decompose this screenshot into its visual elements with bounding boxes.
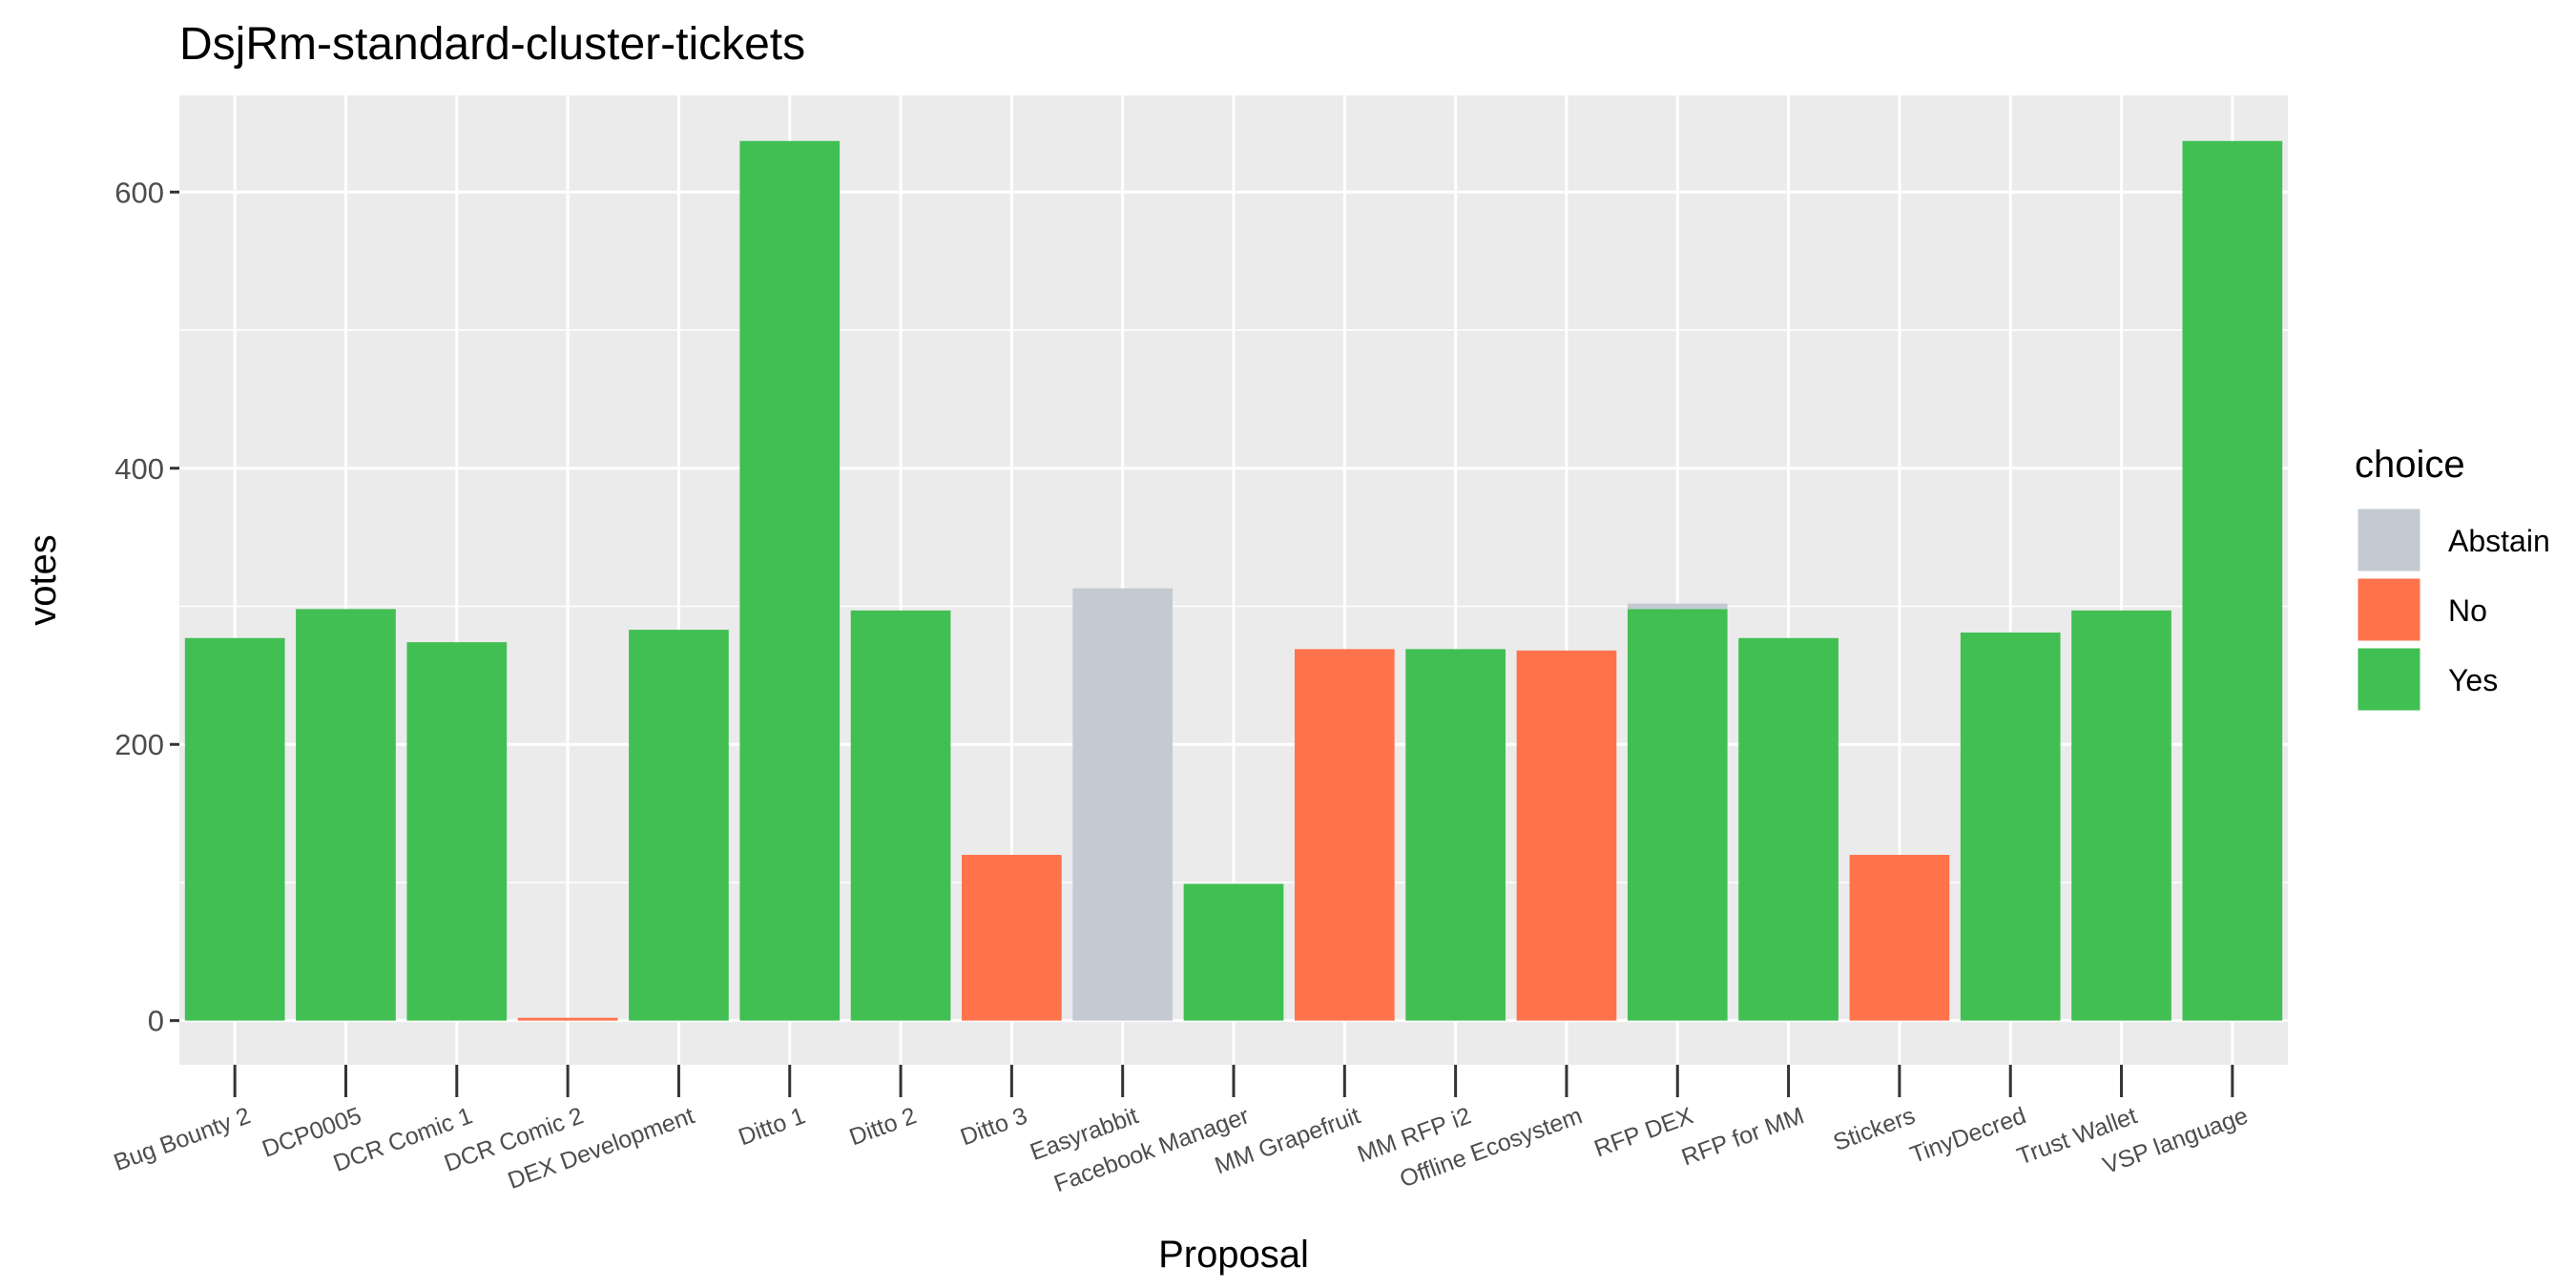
bar-no-7	[962, 855, 1062, 1021]
y-tick-label: 600	[114, 176, 164, 209]
x-tick-label: Ditto 1	[735, 1102, 808, 1151]
y-axis-title: votes	[22, 534, 64, 626]
x-tick-label: TinyDecred	[1906, 1102, 2029, 1169]
x-tick-label: Ditto 2	[846, 1102, 920, 1151]
legend-label-no: No	[2448, 593, 2487, 628]
bar-yes-0	[184, 637, 285, 1021]
y-tick-label: 0	[148, 1005, 164, 1038]
legend-label-abstain: Abstain	[2448, 524, 2550, 558]
x-tick-label: Ditto 3	[957, 1102, 1030, 1151]
chart-title: DsjRm-standard-cluster-tickets	[179, 19, 805, 70]
bar-yes-9	[1183, 883, 1284, 1021]
bar-no-15	[1849, 855, 1950, 1021]
legend-title: choice	[2355, 444, 2465, 486]
legend-key-no	[2355, 575, 2423, 644]
bar-yes-5	[739, 140, 841, 1021]
legend-key-yes	[2355, 645, 2423, 714]
legend-label-yes: Yes	[2448, 663, 2498, 697]
legend-key-abstain	[2355, 506, 2423, 574]
bar-yes-16	[1960, 632, 2061, 1021]
bar-yes-18	[2182, 140, 2283, 1021]
legend: choice Abstain No Yes	[2355, 444, 2550, 714]
x-axis-title: Proposal	[1158, 1234, 1309, 1276]
bar-no-3	[517, 1017, 618, 1021]
bar-yes-6	[850, 610, 951, 1021]
bar-no-10	[1294, 649, 1395, 1021]
bar-yes-17	[2071, 610, 2171, 1021]
x-tick-label: RFP for MM	[1678, 1102, 1808, 1171]
y-axis: 0 200 400 600	[114, 176, 179, 1038]
x-tick-label: Bug Bounty 2	[111, 1102, 255, 1176]
y-tick-label: 400	[114, 452, 164, 486]
y-tick-label: 200	[114, 728, 164, 761]
bar-yes-11	[1405, 649, 1506, 1021]
bar-abstain-13	[1627, 603, 1728, 610]
bar-yes-1	[296, 609, 396, 1021]
x-tick-label: Stickers	[1830, 1102, 1919, 1156]
bar-yes-13	[1627, 609, 1728, 1021]
bar-yes-14	[1738, 637, 1839, 1021]
x-tick-label: DEX Development	[505, 1102, 698, 1195]
bar-abstain-8	[1072, 588, 1174, 1021]
bar-yes-2	[406, 642, 508, 1021]
x-tick-label: Offline Ecosystem	[1397, 1102, 1586, 1193]
bar-yes-4	[629, 630, 729, 1021]
bars	[184, 140, 2283, 1021]
bar-no-12	[1516, 650, 1617, 1021]
